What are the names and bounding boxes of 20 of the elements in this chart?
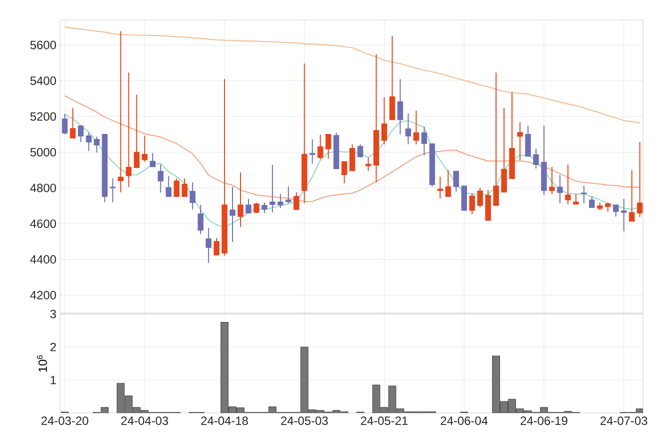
y-tick-label: 4800 (30, 184, 56, 192)
y-tick-label: 4400 (30, 255, 56, 264)
x-tick-label: 24-05-03 (281, 416, 328, 425)
y-tick-label: 5200 (30, 112, 56, 121)
x-tick-label: 24-03-20 (41, 416, 88, 425)
y-tick-label: 4200 (30, 290, 56, 300)
x-tick-label: 24-04-18 (201, 416, 248, 425)
x-tick-label: 24-07-03 (600, 416, 648, 425)
x-tick-label: 24-05-21 (360, 416, 408, 425)
y-tick-label: 1 (50, 376, 56, 384)
x-tick-label: 24-06-19 (520, 416, 568, 425)
y-tick-label: 2 (50, 342, 56, 352)
y-tick-label: 5400 (30, 76, 56, 85)
y-tick-label: 4600 (30, 219, 56, 228)
y-tick-label: 3 (50, 310, 56, 318)
x-tick-label: 24-04-03 (121, 416, 168, 425)
y-axis-title: 10$^{6}$ (36, 355, 47, 372)
y-tick-label: 5600 (30, 40, 56, 50)
x-tick-label: 24-06-04 (440, 416, 488, 425)
y-tick-label: 5000 (30, 148, 56, 156)
